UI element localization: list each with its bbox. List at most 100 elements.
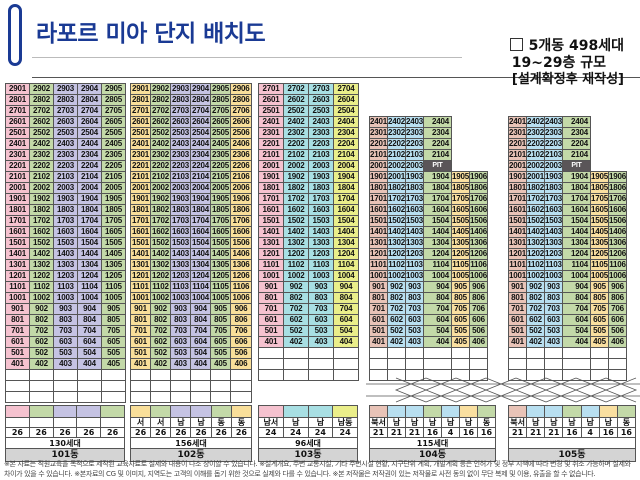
empty-cell [387,347,406,359]
unit-cell: 1601 [508,204,527,216]
unit-cell: 2703 [53,105,78,117]
floor-row-25: 2501 2502 2503 2504 2505 2506 [130,127,252,139]
unit-cell: 401 [5,358,30,370]
unit-cell: 403 [544,336,563,348]
legend-color-row [129,405,253,418]
unit-cell: 1504 [77,237,102,249]
unit-cell: 2905 [101,83,126,95]
floor-row-6: 601 602 603 604 [258,314,359,326]
no-unit [470,128,488,139]
unit-cell: 1604 [77,226,102,238]
unit-cell: 504 [77,347,102,359]
unit-cell: 1102 [526,259,545,271]
legend-direction: 서 [129,417,152,428]
unit-cell: 2404 [333,116,359,128]
floor-row-23: 2301 2302 2303 2304 [369,127,488,139]
unit-cell: 602 [387,314,406,326]
floor-row-19: 1901 2001 1903 1904 1905 1906 [508,171,627,183]
unit-cell: 2104 [333,149,359,161]
floor-row-23: 2301 2302 2303 2304 [508,127,627,139]
unit-cell: 1903 [308,171,334,183]
unit-cell: 1905 [590,171,609,183]
legend-direction: 북서 [507,417,528,428]
unit-cell: 1405 [101,248,126,260]
floor-row-16: 1601 1602 1603 1604 1605 1606 [369,204,488,216]
floor-row-11: 1101 1102 1103 1104 [258,259,359,271]
unit-cell: 805 [451,292,470,304]
unit-cell: 601 [508,314,527,326]
unit-cell: 502 [150,347,171,359]
legend-count: 4 [441,427,460,438]
floor-row-22: 2201 2202 2203 2204 [258,138,359,150]
unit-cell: 503 [405,325,424,337]
unit-cell: 2101 [369,149,388,161]
unit-cell: 904 [333,281,359,293]
unit-cell: 2005 [101,182,126,194]
legend-total-row: 156세대 [130,437,252,449]
legend-building-103: 남서 남 남 남동 24 24 24 24 96세대 103동 [258,405,358,462]
unit-cell: 1705 [451,193,470,205]
floor-row-8: 801 802 803 804 805 806 [508,292,627,304]
floor-row-4: 401 402 403 404 405 406 [508,336,627,348]
floor-row-12: 1201 1202 1203 1204 1205 1206 [130,270,252,282]
floor-row-22: 2201 2202 2203 2204 [508,138,627,150]
unit-cell: 701 [258,303,284,315]
unit-cell: 404 [77,358,102,370]
unit-cell: 1605 [590,204,609,216]
floor-row-11: 1101 1102 1103 1104 1105 1106 [369,259,488,271]
empty-cell [283,347,309,359]
unit-cell: 504 [190,347,211,359]
legend-direction: 남서 [258,417,284,428]
unit-cell: 1004 [190,292,211,304]
empty-cell [308,358,334,370]
unit-cell: 1803 [405,182,424,194]
legend-count: 16 [616,427,637,438]
unit-cell: 1804 [562,182,591,194]
legend-count: 21 [405,427,424,438]
floor-row-15: 1501 1502 1503 1504 1505 1506 [508,215,627,227]
unit-cell: 2103 [544,149,563,161]
unit-cell: 405 [101,358,126,370]
floor-row-29: 2901 2902 2903 2904 2905 2906 [130,83,252,95]
floor-row-28: 2801 2802 2803 2804 2805 2806 [130,94,252,106]
summary-box: 5개동 498세대 19~29층 규모 [설계확정후 재작성] [509,38,624,88]
empty-cell [230,391,252,403]
blank-row [369,347,488,359]
legend-swatch [190,405,212,418]
unit-cell: 603 [308,314,334,326]
unit-cell: 1204 [333,248,359,260]
unit-cell: 1601 [258,204,284,216]
unit-cell: 806 [230,314,252,326]
no-unit [609,161,627,172]
legend-count: 26 [28,427,54,438]
blank-row [369,358,488,370]
legend-swatch [332,405,358,418]
no-unit [591,139,609,150]
unit-cell: 1801 [508,182,527,194]
unit-cell: 1502 [526,215,545,227]
empty-cell [405,358,424,370]
unit-cell: 1104 [333,259,359,271]
unit-cell: 604 [562,314,591,326]
unit-cell: 2403 [308,116,334,128]
unit-cell: 505 [101,347,126,359]
unit-cell: 602 [283,314,309,326]
no-unit [591,161,609,172]
unit-cell: 501 [369,325,388,337]
empty-cell [369,347,388,359]
unit-cell: 1902 [29,193,54,205]
unit-cell: 704 [333,303,359,315]
empty-cell [170,369,191,381]
legend-direction: 남 [282,417,309,428]
blank-row [258,369,359,381]
floor-row-25: 2501 2502 2503 2504 [258,105,359,117]
floor-row-24: 2401 2402 2403 2404 [369,116,488,128]
unit-cell: 2603 [170,116,191,128]
unit-cell: 1702 [29,215,54,227]
blank-row [258,358,359,370]
legend-swatch [544,405,564,418]
unit-cell: 1901 [130,193,151,205]
unit-cell: 804 [190,314,211,326]
unit-cell: 2902 [29,83,54,95]
unit-cell: 606 [230,336,252,348]
